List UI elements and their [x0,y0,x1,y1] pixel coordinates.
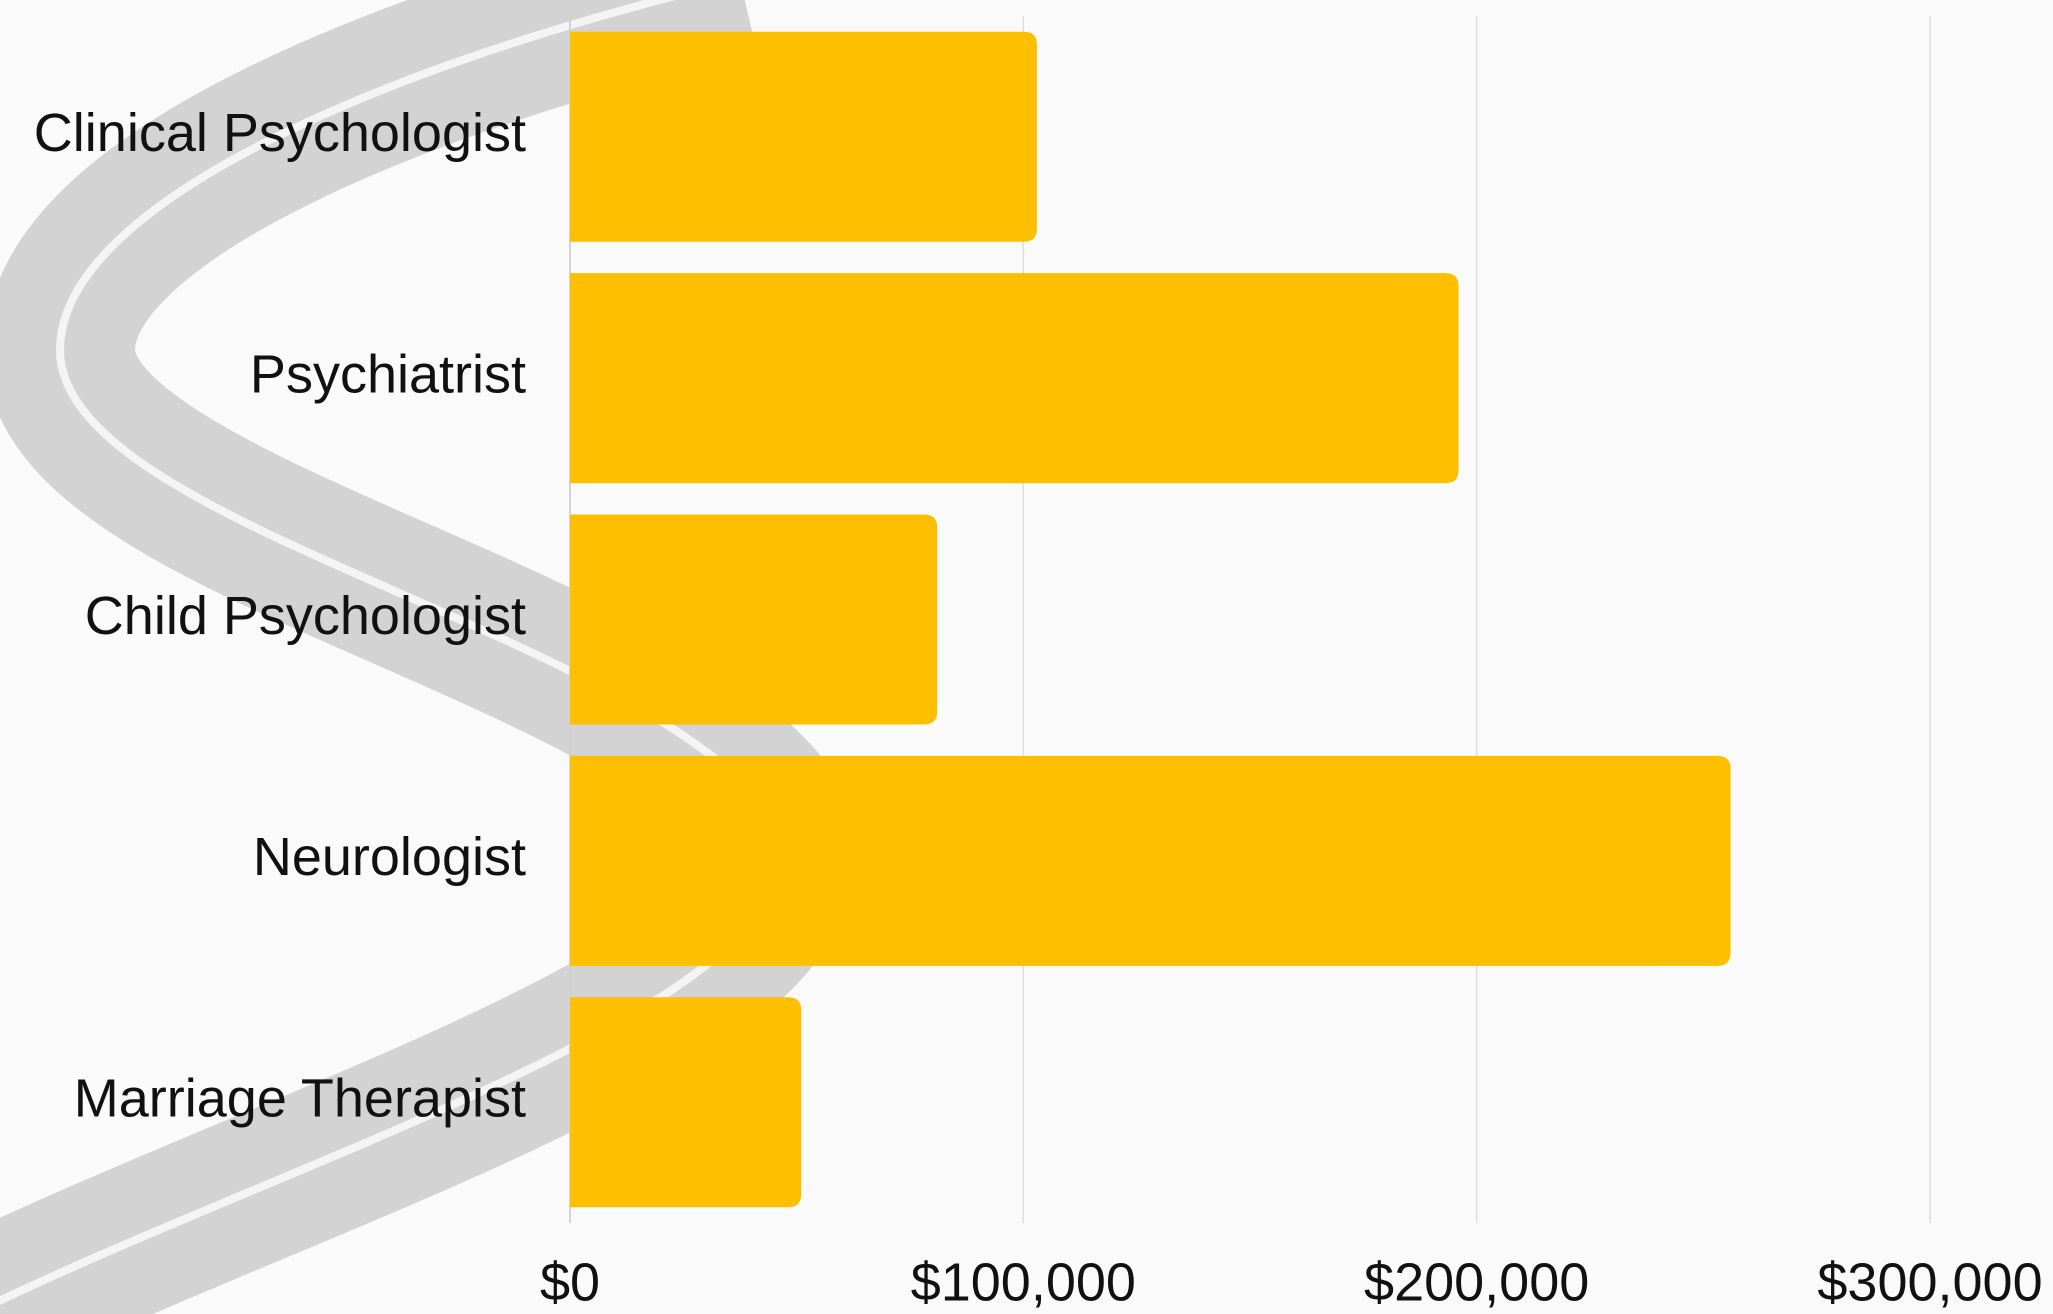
x-tick-label: $200,000 [1364,1252,1589,1312]
road-line [0,0,785,1306]
y-tick-label: Neurologist [253,827,526,887]
x-tick-label: $300,000 [1817,1252,2042,1312]
x-tick-label: $0 [540,1252,600,1312]
x-tick-label: $100,000 [911,1252,1136,1312]
bar [570,273,1459,484]
bar [570,755,1731,966]
y-tick-label: Marriage Therapist [74,1069,526,1129]
bar [570,31,1037,242]
y-tick-label: Child Psychologist [85,586,526,646]
bar [570,997,802,1208]
background-road [0,0,856,1314]
y-tick-label: Clinical Psychologist [34,103,526,163]
bar [570,514,938,725]
y-tick-label: Psychiatrist [250,344,526,404]
